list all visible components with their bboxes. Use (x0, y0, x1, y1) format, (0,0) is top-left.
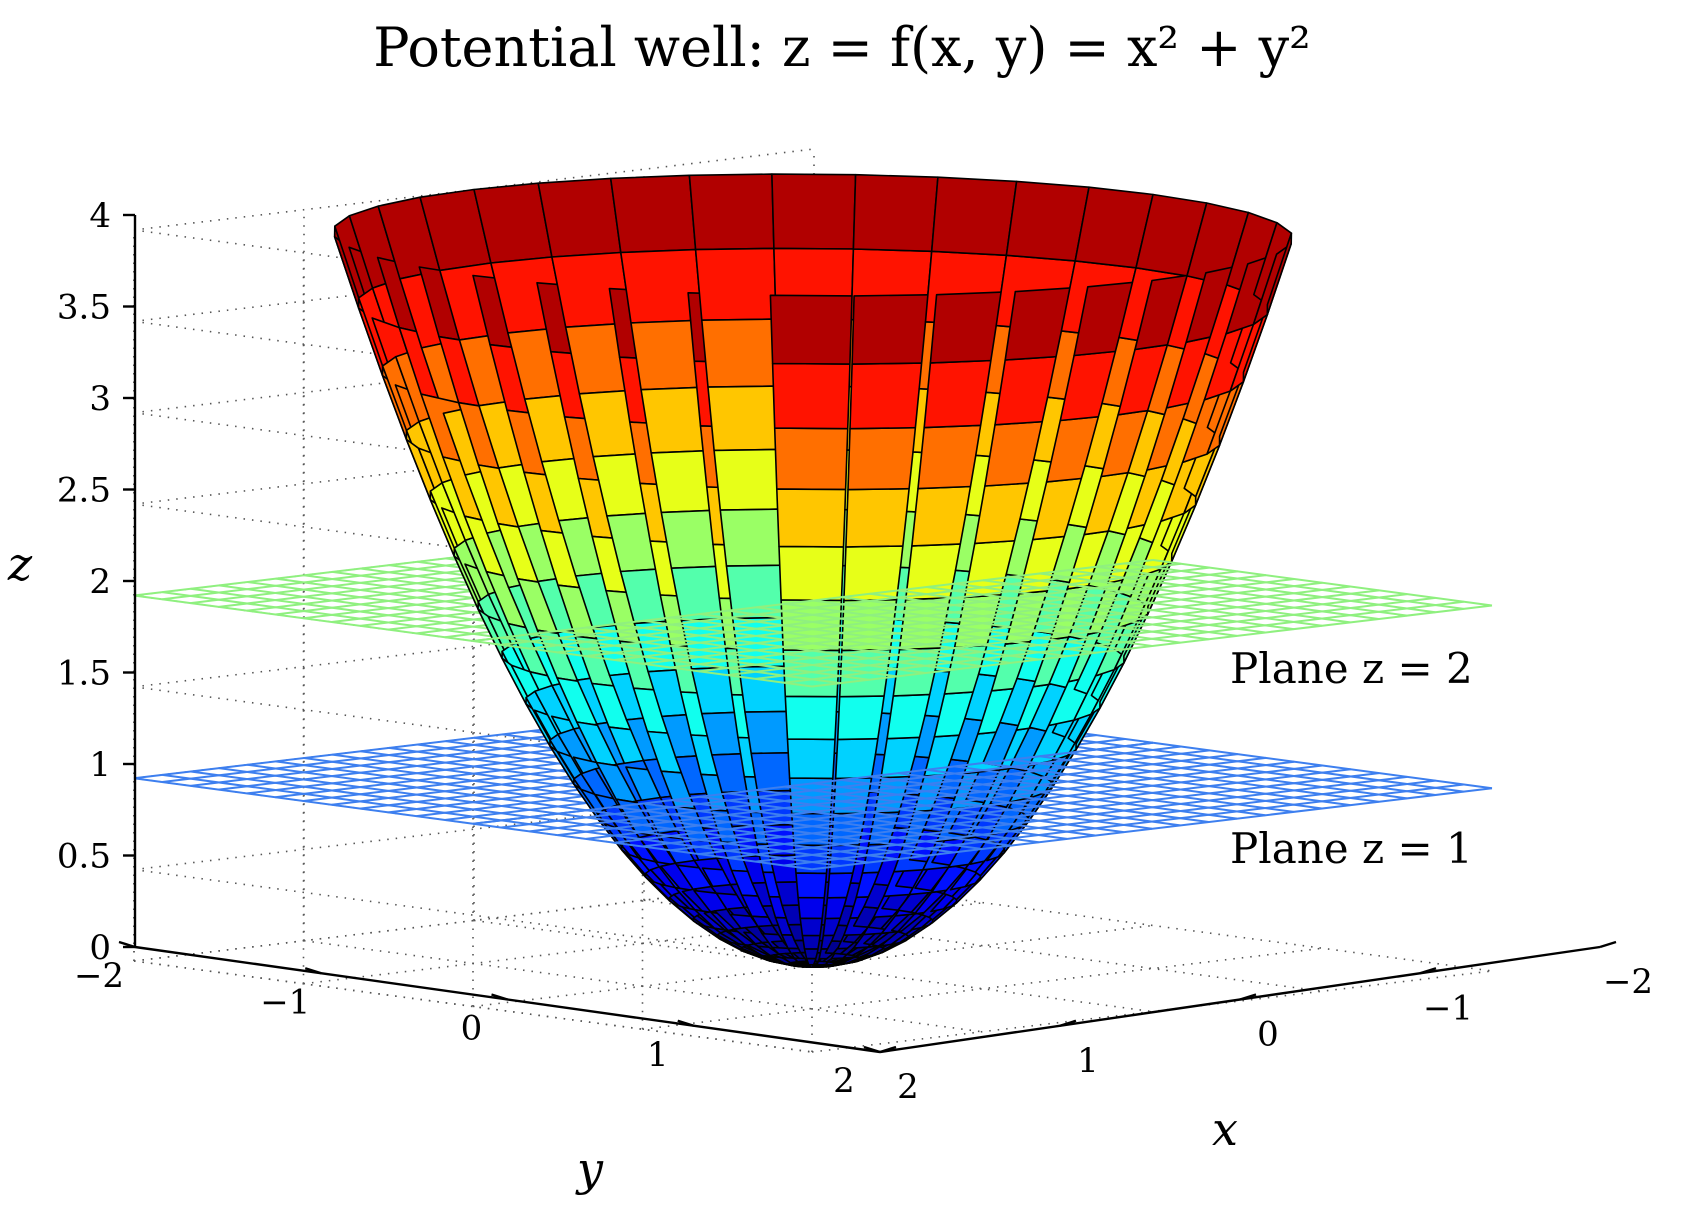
grid-line-y-floor (811, 970, 1493, 1053)
plane-front-layer (472, 559, 1493, 871)
x-tick-mark (1059, 1019, 1077, 1027)
z-tick-label: 2 (89, 562, 111, 602)
x-axis-label: x (1212, 1102, 1238, 1156)
plane-mesh-line (755, 596, 1436, 680)
surface-patch (1266, 232, 1293, 316)
surface-patch (537, 177, 622, 258)
x-tick-mark (1239, 993, 1257, 1001)
plane-mesh-line (727, 593, 1408, 677)
grid-line-x-floor (133, 960, 813, 1053)
plane-mesh-line (755, 779, 1436, 863)
x-tick-mark (1599, 940, 1617, 949)
surface-patch (852, 173, 939, 253)
surface-patch (930, 176, 1018, 257)
plane-annotation: Plane z = 1 (1230, 824, 1473, 873)
plane-mesh-line (1152, 741, 1493, 790)
x-tick-label: 1 (1077, 1041, 1099, 1081)
surface-patch (700, 318, 779, 388)
surface-patch (609, 174, 697, 254)
surface-patch (786, 738, 839, 780)
surface-patch (707, 385, 781, 452)
plane-mesh-line (727, 775, 1408, 859)
z-tick-label: 3.5 (57, 288, 111, 328)
x-tick-mark (879, 1045, 897, 1054)
surface-patch (775, 488, 849, 548)
tick-labels: 0 0.5 1 1.5 2 2.5 3 3.5 4 −2 −1 0 1 2 2 1 0 −1 −2 z y x Plane … (7, 196, 1653, 1196)
grid-line-z-wall-y (133, 148, 815, 231)
chart-title: Potential well: z = f(x, y) = x² + y² (373, 16, 1311, 79)
grid-line-x-floor (643, 899, 1323, 993)
x-tick-label: −1 (1423, 988, 1473, 1028)
plane-mesh-line (783, 783, 1464, 867)
grid-line-x-floor (813, 879, 1493, 972)
plane-mesh-line (698, 589, 1380, 673)
z-tick-label: 1 (89, 745, 111, 785)
y-tick-mark (677, 1019, 695, 1027)
plane-mesh-line (811, 787, 1493, 871)
surface-patch (719, 508, 786, 567)
y-axis-label: y (575, 1142, 604, 1196)
plane-mesh-line (811, 604, 1493, 688)
plane-mesh-line (783, 600, 1464, 684)
y-tick-label: 2 (833, 1061, 855, 1101)
y-tick-mark (863, 1045, 881, 1054)
surface-patch (688, 173, 775, 251)
plane-annotation: Plane z = 2 (1230, 644, 1473, 693)
surface-patch (784, 695, 841, 741)
grid-line-x-floor (303, 939, 983, 1033)
surface-patch (778, 545, 847, 602)
y-tick-mark (304, 967, 322, 975)
z-tick-label: 0.5 (57, 837, 111, 877)
z-axis-label: z (7, 537, 33, 591)
z-tick-label: 4 (89, 196, 111, 236)
grid-line-y-floor (472, 924, 1154, 1008)
grid-line-y-floor (642, 947, 1323, 1031)
y-tick-mark (118, 940, 136, 949)
x-tick-label: 0 (1257, 1015, 1279, 1055)
surface-patch (1005, 180, 1090, 262)
z-tick-label: 0 (89, 928, 111, 968)
y-tick-label: −1 (260, 982, 310, 1022)
surface-patch (694, 247, 777, 322)
plane-mesh-line (1124, 562, 1464, 610)
y-tick-label: 1 (647, 1035, 669, 1075)
surface-patch (713, 448, 783, 511)
y-tick-label: 0 (461, 1009, 483, 1049)
surface-patch (773, 427, 851, 491)
x-tick-mark (1419, 967, 1437, 975)
z-tick-label: 2.5 (57, 471, 111, 511)
x-tick-label: −2 (1603, 962, 1653, 1002)
grid-line-x-floor (473, 919, 1153, 1013)
plane-mesh-line (1152, 559, 1493, 607)
surface-patch (771, 362, 853, 430)
surface-patch (744, 710, 794, 755)
z-tick-label: 3 (89, 379, 111, 419)
grid-line-z-wall-x (133, 868, 813, 962)
x-tick-label: 2 (897, 1067, 919, 1107)
y-tick-label: −2 (74, 956, 124, 996)
plane-mesh-line (1124, 745, 1464, 793)
y-tick-mark (491, 993, 508, 1001)
axes (118, 213, 1617, 1054)
surface-patch (769, 294, 855, 365)
z-tick-label: 1.5 (57, 654, 111, 694)
surface-patch (771, 173, 857, 250)
plane-mesh-line (698, 772, 1380, 856)
